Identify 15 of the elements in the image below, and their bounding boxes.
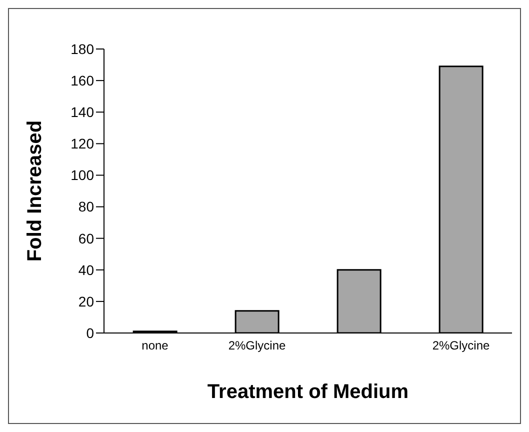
y-tick-label: 80 — [78, 198, 94, 215]
x-tick-label: none — [142, 338, 169, 353]
y-tick-label: 40 — [78, 262, 94, 278]
y-tick-label: 100 — [70, 167, 94, 184]
y-tick-label: 20 — [78, 293, 94, 310]
y-tick-label: 180 — [70, 40, 94, 57]
y-tick-label: 140 — [70, 104, 94, 120]
x-tick-label: 2%Glycine — [228, 338, 286, 353]
x-axis-title: Treatment of Medium — [207, 381, 409, 403]
y-tick-label: 60 — [78, 230, 94, 246]
y-tick-label: 160 — [70, 72, 94, 89]
x-tick-label: 2%Glycine — [432, 338, 490, 353]
y-axis-title: Fold Increased — [24, 120, 46, 262]
y-tick-label: 120 — [70, 136, 94, 152]
y-tick-label: 0 — [86, 324, 94, 341]
